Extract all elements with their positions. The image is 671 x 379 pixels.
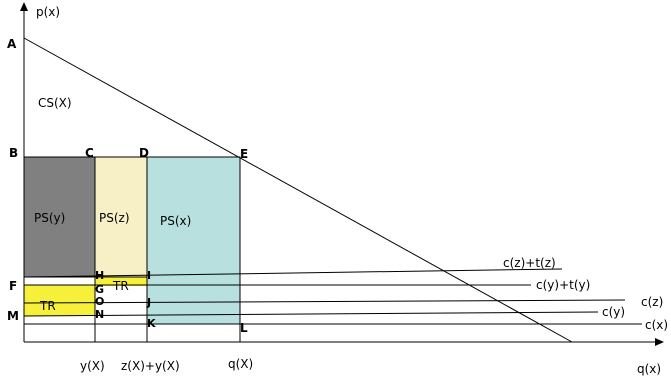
x-axis-arrow-icon <box>655 338 664 346</box>
point-l: L <box>240 321 248 335</box>
cs-label: CS(X) <box>38 96 72 110</box>
point-b: B <box>9 146 18 160</box>
y-axis-arrow-icon <box>20 2 28 11</box>
tick-q: q(X) <box>228 357 253 371</box>
point-g: G <box>95 283 104 296</box>
point-f: F <box>9 279 17 293</box>
point-c: C <box>85 146 94 160</box>
point-d: D <box>139 146 149 160</box>
ps-z-area <box>95 157 147 277</box>
tick-zy: z(X)+y(X) <box>121 359 180 373</box>
tr-label-left: TR <box>39 299 56 313</box>
ps-y-area <box>24 157 95 277</box>
curve-cz <box>23 299 626 304</box>
point-i: I <box>147 269 151 282</box>
ps-x-label: PS(x) <box>160 214 191 228</box>
tr-label-right: TR <box>112 279 129 293</box>
point-j: J <box>146 296 151 309</box>
curve-cy-ty-label: c(y)+t(y) <box>536 278 590 292</box>
ps-y-label: PS(y) <box>34 211 65 225</box>
curve-cy <box>23 311 599 317</box>
point-n: N <box>95 308 104 321</box>
point-o: O <box>95 295 104 308</box>
y-axis-label: p(x) <box>36 5 60 19</box>
tr-area-right <box>95 277 147 286</box>
ps-z-label: PS(z) <box>99 211 130 225</box>
point-h: H <box>95 269 104 282</box>
curve-cz-tz <box>23 268 563 278</box>
curve-cz-tz-label: c(z)+t(z) <box>503 256 556 270</box>
tick-y: y(X) <box>80 359 105 373</box>
demand-curve <box>23 37 573 343</box>
x-axis-label: q(x) <box>637 362 661 376</box>
curve-cz-label: c(z) <box>641 295 663 309</box>
point-m: M <box>7 309 19 323</box>
tr-area-left <box>24 285 95 316</box>
curve-cy-label: c(y) <box>602 305 625 319</box>
curve-cx-label: c(x) <box>645 318 668 332</box>
ps-x-area <box>147 157 240 324</box>
point-a: A <box>7 37 17 51</box>
point-k: K <box>147 317 156 330</box>
point-e: E <box>240 147 248 161</box>
